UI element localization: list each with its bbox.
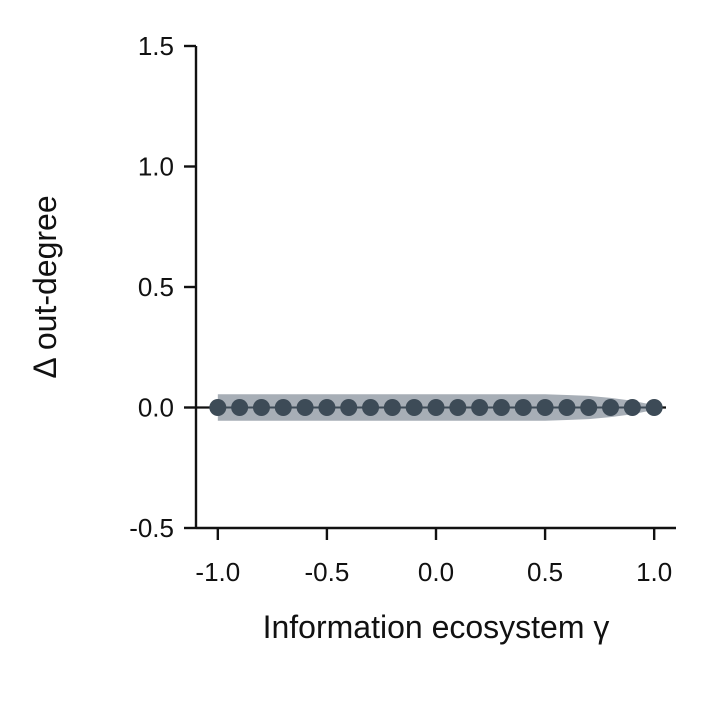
axes: -0.5 0.0 0.5 1.0 1.5 -1.0 -0.5 0.0 0.5 1.0	[129, 31, 676, 587]
data-point	[405, 399, 423, 416]
data-point	[318, 399, 336, 416]
y-axis-title: Δ out-degree	[27, 195, 63, 378]
y-tick-label: 0.5	[138, 272, 174, 302]
x-tick-label: -1.0	[195, 557, 240, 587]
data-point	[514, 399, 532, 416]
y-tick-label: 0.0	[138, 393, 174, 423]
data-point	[362, 399, 380, 416]
x-tick-label: -0.5	[305, 557, 350, 587]
data-point	[296, 399, 314, 416]
data-point	[602, 399, 620, 416]
y-tick-label: -0.5	[129, 513, 174, 543]
data-point	[580, 399, 598, 416]
data-point	[209, 399, 227, 416]
y-tick-label: 1.0	[138, 152, 174, 182]
x-tick-label: 0.0	[418, 557, 454, 587]
data-point	[274, 399, 292, 416]
x-tick-label: 0.5	[527, 557, 563, 587]
data-point	[536, 399, 554, 416]
data-point	[471, 399, 489, 416]
data-point	[645, 399, 663, 416]
data-point	[427, 399, 445, 416]
x-axis-title: Information ecosystem γ	[263, 609, 610, 645]
x-tick-label: 1.0	[636, 557, 672, 587]
y-tick-label: 1.5	[138, 31, 174, 61]
plot-area	[196, 394, 666, 421]
data-point	[340, 399, 358, 416]
data-point	[492, 399, 510, 416]
data-point	[623, 399, 641, 416]
data-point	[558, 399, 576, 416]
data-point	[449, 399, 467, 416]
data-point	[252, 399, 270, 416]
data-point	[231, 399, 249, 416]
data-point	[383, 399, 401, 416]
